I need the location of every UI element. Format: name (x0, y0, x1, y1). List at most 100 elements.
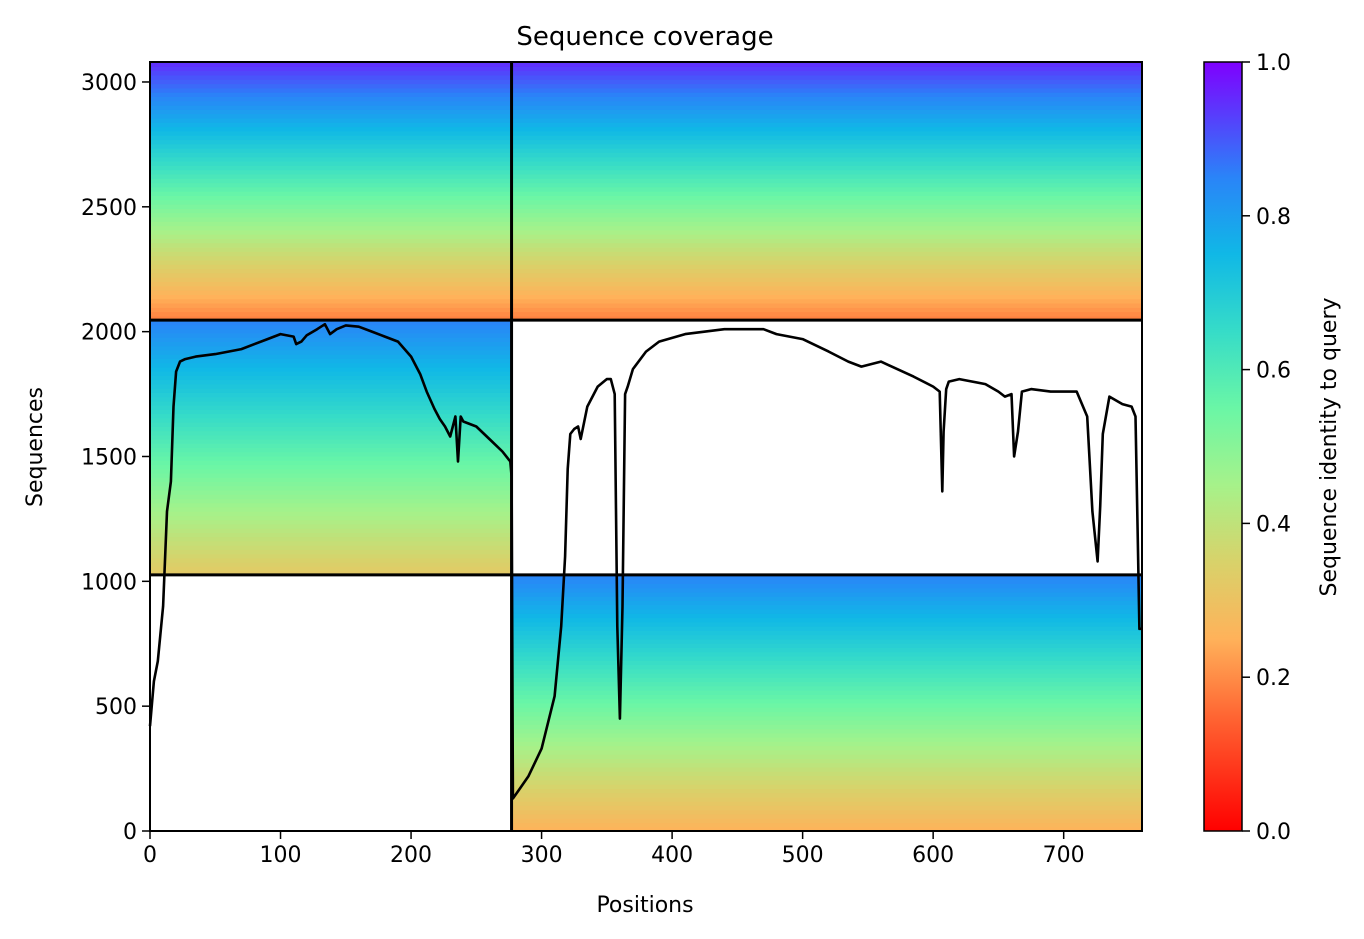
heatmap-band (150, 354, 512, 359)
heatmap-band (150, 70, 512, 76)
heatmap-band (511, 707, 1142, 713)
heatmap-band (150, 238, 512, 244)
heatmap-band (150, 464, 512, 470)
heatmap-band (511, 259, 1142, 265)
heatmap-block (150, 320, 512, 576)
x-axis: 0 100 200 300 400 500 600 700 (143, 831, 1085, 868)
heatmap-band (511, 826, 1142, 831)
heatmap-band (511, 169, 1142, 175)
heatmap-band (150, 311, 512, 317)
heatmap-band (150, 375, 512, 381)
heatmap-band (511, 238, 1142, 244)
heatmap-band (150, 285, 512, 291)
heatmap-band (150, 182, 512, 188)
heatmap-band (511, 617, 1142, 623)
heatmap-band (150, 332, 512, 338)
heatmap-band (511, 728, 1142, 734)
heatmap-band (150, 178, 512, 184)
x-axis-label: Positions (596, 893, 693, 918)
heatmap-band (511, 135, 1142, 141)
heatmap-band (150, 422, 512, 427)
heatmap-band (150, 502, 512, 508)
heatmap-band (150, 307, 512, 313)
heatmap-band (511, 242, 1142, 248)
heatmap-band (511, 784, 1142, 789)
heatmap-band (511, 583, 1142, 589)
heatmap-band (511, 281, 1142, 287)
heatmap-band (511, 694, 1142, 700)
y-axis: 0 500 1000 1500 2000 2500 3000 (81, 71, 150, 845)
heatmap-band (150, 186, 512, 192)
heatmap-band (150, 396, 512, 402)
heatmap-band (511, 62, 1142, 67)
heatmap-band (511, 126, 1142, 132)
colorbar-tick-label: 1.0 (1256, 51, 1291, 76)
heatmap-band (511, 600, 1142, 606)
heatmap-band (150, 451, 512, 457)
heatmap-band (511, 109, 1142, 115)
heatmap-band (150, 430, 512, 436)
x-tick-label: 700 (1043, 843, 1085, 868)
heatmap-band (511, 74, 1142, 80)
heatmap-band (511, 66, 1142, 72)
heatmap-band (150, 221, 512, 227)
heatmap-band (150, 87, 512, 93)
heatmap-band (150, 400, 512, 406)
heatmap-band (150, 109, 512, 115)
heatmap-band (150, 105, 512, 110)
heatmap-band (511, 818, 1142, 824)
heatmap-band (511, 805, 1142, 811)
heatmap-block (150, 62, 512, 321)
heatmap-block (511, 574, 1142, 831)
heatmap-band (511, 160, 1142, 166)
heatmap-band (150, 494, 512, 500)
heatmap-band (150, 553, 512, 559)
heatmap-band (150, 272, 512, 278)
heatmap-band (150, 290, 512, 295)
y-tick-label: 3000 (81, 71, 137, 96)
x-tick-label: 500 (782, 843, 824, 868)
heatmap-band (511, 775, 1142, 781)
heatmap-band (150, 66, 512, 72)
x-tick-label: 100 (260, 843, 302, 868)
heatmap-band (511, 673, 1142, 678)
heatmap-band (150, 225, 512, 231)
heatmap-band (511, 809, 1142, 815)
heatmap-band (150, 148, 512, 153)
heatmap-band (511, 225, 1142, 231)
heatmap-band (150, 83, 512, 89)
heatmap-band (511, 668, 1142, 674)
heatmap-band (150, 126, 512, 132)
heatmap-band (511, 290, 1142, 295)
heatmap-band (150, 506, 512, 512)
heatmap-band (150, 549, 512, 555)
coverage-line-path (148, 322, 1142, 800)
heatmap-band (150, 130, 512, 136)
heatmap-band (150, 485, 512, 491)
heatmap-band (511, 788, 1142, 794)
colorbar-tick-label: 0.8 (1256, 205, 1291, 230)
heatmap-band (150, 562, 512, 567)
heatmap-band (511, 741, 1142, 747)
y-tick-label: 0 (123, 820, 137, 845)
heatmap-band (511, 87, 1142, 93)
y-axis-label: Sequences (23, 387, 48, 507)
heatmap-band (511, 165, 1142, 171)
colorbar (1203, 61, 1243, 832)
heatmap-band (511, 745, 1142, 751)
heatmap-band (150, 349, 512, 355)
x-tick-label: 0 (143, 843, 157, 868)
heatmap-band (150, 413, 512, 419)
heatmap-band (150, 532, 512, 538)
heatmap-band (511, 229, 1142, 235)
heatmap-band (511, 294, 1142, 300)
heatmap-band (150, 268, 512, 274)
heatmap-band (150, 92, 512, 98)
heatmap-band (511, 579, 1142, 584)
heatmap-band (511, 749, 1142, 755)
heatmap-band (511, 732, 1142, 738)
heatmap-band (511, 285, 1142, 291)
heatmap-band (511, 690, 1142, 695)
heatmap-band (511, 186, 1142, 192)
